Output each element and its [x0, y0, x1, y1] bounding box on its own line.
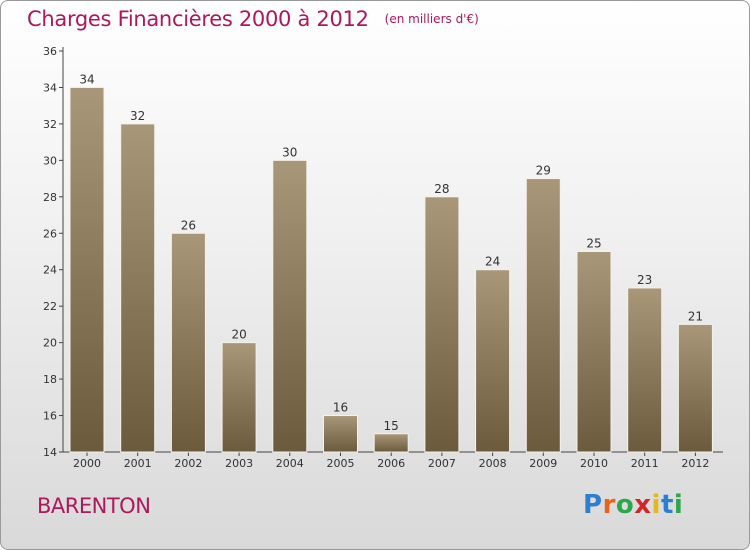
bar [627, 287, 663, 453]
y-tick-label: 32 [43, 118, 57, 131]
logo-letter: x [634, 490, 652, 520]
x-tick-label: 2007 [428, 457, 456, 470]
bar [120, 123, 156, 453]
y-tick-label: 18 [43, 373, 57, 386]
y-tick-label: 26 [43, 227, 57, 240]
data-label: 24 [485, 255, 500, 269]
bar [373, 433, 409, 453]
logo-letter: i [651, 490, 661, 520]
data-label: 23 [637, 273, 652, 287]
y-tick-label: 28 [43, 191, 57, 204]
x-tick-label: 2009 [529, 457, 557, 470]
x-tick-label: 2011 [631, 457, 659, 470]
x-tick-label: 2008 [479, 457, 507, 470]
proxiti-logo: Proxiti [583, 490, 683, 520]
data-label: 28 [434, 182, 449, 196]
data-label: 20 [231, 328, 246, 342]
data-label: 25 [586, 237, 601, 251]
data-label: 32 [130, 109, 145, 123]
data-label: 30 [282, 145, 297, 159]
bar [424, 196, 460, 453]
x-tick-label: 2005 [327, 457, 355, 470]
logo-letter: P [583, 490, 603, 520]
x-tick-label: 2001 [124, 457, 152, 470]
bar [525, 178, 561, 453]
chart-axes: 14 16 18 20 22 24 26 28 30 32 34 36 2000 2001 2002 2003… [43, 45, 723, 470]
x-tick-label: 2003 [225, 457, 253, 470]
bar [272, 159, 308, 453]
data-label: 26 [181, 218, 196, 232]
y-tick-label: 14 [43, 446, 57, 459]
x-tick-label: 2010 [580, 457, 608, 470]
bar [170, 232, 206, 453]
bar [677, 323, 713, 453]
bar [69, 86, 105, 453]
chart-unit: (en milliers d'€) [384, 12, 479, 26]
data-label: 21 [688, 309, 703, 323]
y-tick-label: 36 [43, 45, 57, 58]
y-tick-label: 16 [43, 410, 57, 423]
x-tick-label: 2002 [174, 457, 202, 470]
bar [576, 251, 612, 453]
y-tick-label: 20 [43, 337, 57, 350]
bar [475, 269, 511, 453]
y-tick-label: 24 [43, 264, 57, 277]
logo-letter: t [660, 490, 674, 520]
data-label: 34 [79, 72, 94, 86]
bar [221, 342, 257, 453]
data-label: 16 [333, 401, 348, 415]
data-label: 15 [384, 419, 399, 433]
y-tick-label: 30 [43, 154, 57, 167]
x-tick-label: 2000 [73, 457, 101, 470]
place-name: BARENTON [37, 494, 151, 518]
y-tick-label: 22 [43, 300, 57, 313]
x-tick-label: 2012 [681, 457, 709, 470]
logo-letter: r [602, 490, 616, 520]
bar [323, 415, 358, 453]
chart-header: Charges Financières 2000 à 2012 (en milli… [27, 7, 479, 31]
x-tick-label: 2006 [377, 457, 405, 470]
chart-bars: 34 32 26 20 30 16 15 28 24 29 25 23 21 [69, 72, 713, 453]
data-label: 29 [536, 164, 551, 178]
chart-title: Charges Financières 2000 à 2012 [27, 7, 369, 31]
y-tick-label: 34 [43, 81, 57, 94]
logo-letter: i [673, 490, 684, 520]
x-tick-label: 2004 [276, 457, 304, 470]
logo-letter: o [615, 490, 635, 520]
